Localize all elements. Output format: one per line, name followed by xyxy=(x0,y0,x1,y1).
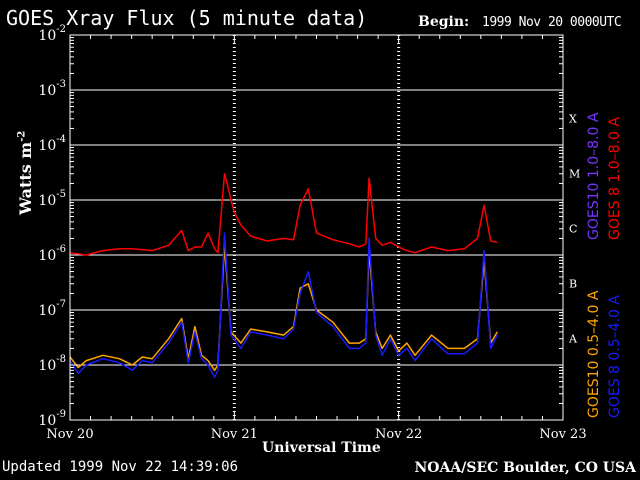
x-tick-label: Nov 21 xyxy=(211,427,258,442)
y-axis-label-base: Watts m xyxy=(16,141,35,215)
grid-lines xyxy=(70,35,563,420)
y-tick-label-exp: -8 xyxy=(56,354,66,365)
flare-class-label: M xyxy=(569,168,580,181)
y-tick-label-base: 10 xyxy=(38,138,56,154)
legend-entry: GOES 8 0.5–4.0 A xyxy=(607,295,623,418)
y-tick-label: 10-6 xyxy=(38,244,66,264)
y-tick-label: 10-7 xyxy=(38,299,66,319)
y-tick-label: 10-3 xyxy=(38,79,66,99)
legend-entry: GOES10 0.5–4.0 A xyxy=(586,290,602,418)
series-line xyxy=(69,232,498,378)
series-line xyxy=(69,173,498,256)
y-tick-label-exp: -3 xyxy=(56,79,66,90)
plot-frame xyxy=(69,34,564,421)
flare-class-label: C xyxy=(569,223,577,236)
y-tick-label-base: 10 xyxy=(38,358,56,374)
y-tick-label-exp: -6 xyxy=(56,244,66,255)
y-tick-label-base: 10 xyxy=(38,83,56,99)
y-tick-label-exp: -9 xyxy=(56,409,66,420)
y-tick-label: 10-8 xyxy=(38,354,66,374)
x-axis-label: Universal Time xyxy=(262,440,381,456)
flare-class-label: B xyxy=(569,278,577,291)
x-tick-label: Nov 22 xyxy=(375,427,422,442)
y-tick-label-base: 10 xyxy=(38,248,56,264)
credit-text: NOAA/SEC Boulder, CO USA xyxy=(414,460,637,476)
flare-class-label: X xyxy=(569,113,577,126)
begin-label: Begin: xyxy=(418,14,470,30)
updated-timestamp: Updated 1999 Nov 22 14:39:06 xyxy=(2,459,239,475)
flare-class-label: A xyxy=(568,333,578,346)
y-tick-label-base: 10 xyxy=(38,28,56,44)
y-tick-label: 10-5 xyxy=(38,189,66,209)
y-tick-label-base: 10 xyxy=(38,303,56,319)
y-tick-label: 10-4 xyxy=(38,134,66,154)
chart-title: GOES Xray Flux (5 minute data) xyxy=(6,6,368,30)
series-lines xyxy=(69,173,498,378)
y-axis-label: Watts m-2 xyxy=(16,131,35,215)
y-tick-label-exp: -4 xyxy=(56,134,66,145)
x-tick-label: Nov 23 xyxy=(539,427,586,442)
legend-entry: GOES 8 1.0–8.0 A xyxy=(607,117,623,240)
y-tick-label: 10-9 xyxy=(38,409,66,429)
y-tick-label-exp: -5 xyxy=(56,189,66,200)
x-tick-label: Nov 20 xyxy=(46,427,93,442)
y-axis-label-sup: -2 xyxy=(16,130,28,142)
y-tick-label-exp: -7 xyxy=(56,299,66,310)
series-line xyxy=(69,244,498,372)
y-tick-label-exp: -2 xyxy=(56,24,66,35)
y-tick-label-base: 10 xyxy=(38,413,56,429)
begin-value: 1999 Nov 20 0000UTC xyxy=(482,15,622,30)
y-tick-label-base: 10 xyxy=(38,193,56,209)
legend-entry: GOES10 1.0–8.0 A xyxy=(586,112,602,240)
y-tick-label: 10-2 xyxy=(38,24,66,44)
